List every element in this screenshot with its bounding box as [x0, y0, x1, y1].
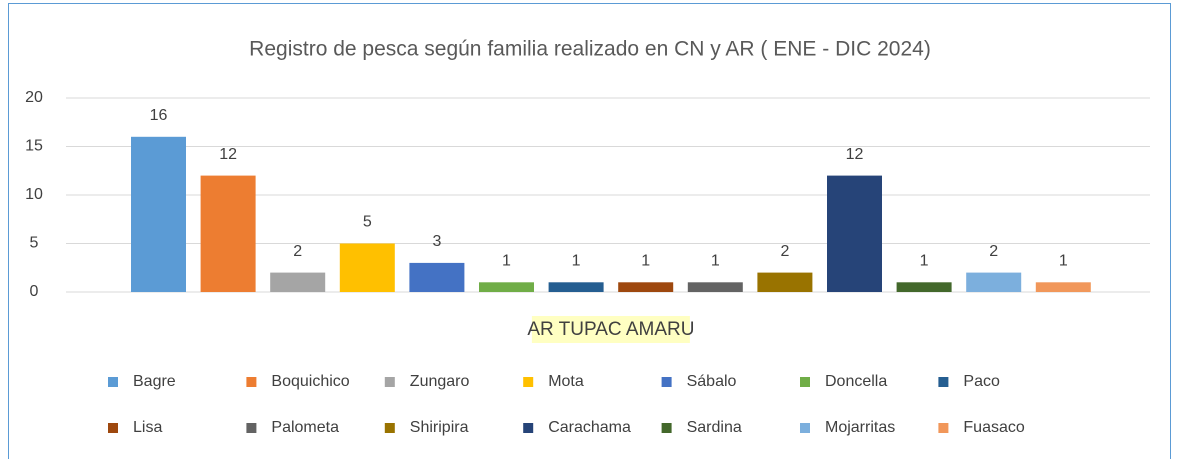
data-label: 16: [150, 107, 168, 124]
data-label: 2: [989, 243, 998, 260]
data-label: 12: [846, 146, 864, 163]
bar: [1035, 282, 1091, 292]
data-label: 2: [293, 243, 302, 260]
legend-label: Doncella: [825, 373, 887, 390]
data-label: 12: [219, 146, 237, 163]
legend-swatch: [938, 377, 949, 387]
legend-swatch: [800, 423, 810, 433]
legend-label: Paco: [963, 373, 1000, 390]
data-label: 1: [572, 253, 581, 270]
legend-swatch: [246, 423, 257, 433]
legend-swatch: [800, 377, 810, 387]
bar: [896, 282, 952, 292]
bar: [200, 175, 256, 292]
legend-swatch: [246, 377, 257, 387]
data-label: 1: [711, 253, 720, 270]
legend-label: Bagre: [133, 373, 176, 390]
legend-swatch: [523, 423, 534, 433]
legend-label: Sardina: [687, 419, 742, 436]
legend-label: Palometa: [271, 419, 339, 436]
data-label: 1: [502, 253, 511, 270]
data-label: 5: [363, 214, 372, 231]
legend-label: Lisa: [133, 419, 162, 436]
data-label: 1: [1059, 253, 1068, 270]
bar: [757, 272, 813, 292]
legend-swatch: [661, 423, 672, 433]
legend-label: Boquichico: [271, 373, 349, 390]
y-tick-label: 5: [30, 235, 39, 252]
bar: [548, 282, 604, 292]
legend-swatch: [938, 423, 949, 433]
bar: [827, 175, 882, 292]
y-tick-label: 0: [30, 283, 39, 300]
bar: [618, 282, 674, 292]
bar: [479, 282, 534, 292]
legend-label: Mojarritas: [825, 419, 895, 436]
y-tick-label: 10: [25, 186, 43, 203]
data-label: 3: [432, 233, 441, 250]
legend-swatch: [108, 377, 118, 387]
legend-swatch: [523, 377, 534, 387]
data-label: 2: [780, 243, 789, 260]
data-label: 1: [920, 253, 929, 270]
legend-label: Shiripira: [410, 419, 469, 436]
category-highlight: [531, 316, 690, 343]
legend-swatch: [384, 423, 395, 433]
bar: [409, 262, 465, 292]
x-tick-label: AR TUPAC AMARU: [527, 319, 694, 340]
bar: [270, 272, 326, 292]
bar: [131, 136, 186, 292]
chart-title: Registro de pesca según familia realizad…: [249, 38, 931, 61]
legend-label: Carachama: [548, 419, 631, 436]
legend-swatch: [384, 377, 395, 387]
y-tick-label: 15: [25, 138, 43, 155]
legend-label: Mota: [548, 373, 584, 390]
y-tick-label: 20: [25, 89, 43, 106]
bar: [966, 272, 1022, 292]
legend-label: Fuasaco: [963, 419, 1024, 436]
bar: [339, 243, 395, 292]
data-label: 1: [641, 253, 650, 270]
legend-label: Sábalo: [687, 373, 737, 390]
legend-swatch: [108, 423, 118, 433]
legend-swatch: [661, 377, 672, 387]
bar: [687, 282, 743, 292]
legend-label: Zungaro: [410, 373, 470, 390]
